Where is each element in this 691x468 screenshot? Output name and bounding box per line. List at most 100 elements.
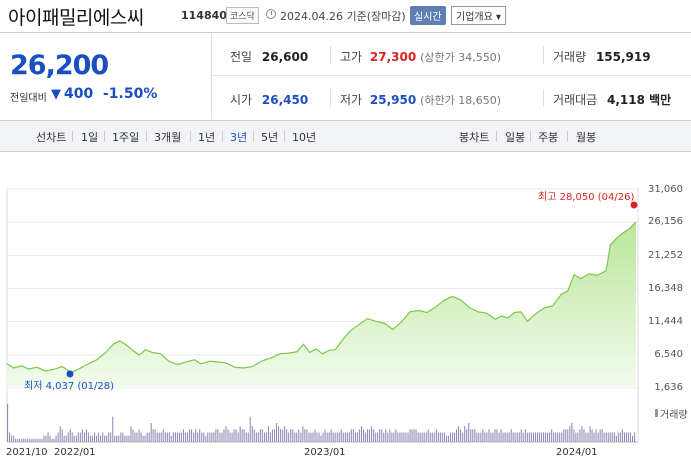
base-date: 2024.04.26 기준(장마감) [280, 10, 406, 23]
volume-bar [237, 432, 239, 442]
volume-bar [217, 429, 219, 442]
volume-bar [609, 432, 611, 442]
volume-bar [19, 438, 21, 442]
current-price: 26,200 [10, 50, 109, 81]
volume-bar [480, 432, 482, 442]
tab-weekly[interactable]: 주봉 [538, 131, 559, 144]
volume-bar [239, 426, 241, 442]
stock-name: 아이패밀리에스씨 [8, 7, 144, 29]
volume-bar [591, 429, 593, 442]
volume-bar [261, 429, 263, 442]
tab-10y[interactable]: 10년 [292, 131, 317, 144]
tab-1d[interactable]: 1일 [81, 131, 99, 144]
volume-bar [371, 426, 373, 442]
tab-5y[interactable]: 5년 [261, 131, 279, 144]
volume-bar [419, 432, 421, 442]
volume-bar [284, 426, 286, 442]
tab-1y[interactable]: 1년 [198, 131, 216, 144]
tab-3y[interactable]: 3년 [230, 131, 248, 144]
volume-bar [41, 438, 43, 442]
volume-bar [352, 429, 354, 442]
down-arrow-icon: ▼ [51, 87, 61, 102]
volume-bar [391, 432, 393, 442]
volume-bar [573, 429, 575, 442]
realtime-button[interactable]: 실시간 [410, 6, 446, 25]
volume-bar [132, 429, 134, 442]
volume-bar [526, 432, 528, 442]
volume-bar [168, 432, 170, 442]
volume-bar [567, 429, 569, 442]
x-tick-label: 2023/01 [304, 447, 346, 458]
volume-bar [193, 432, 195, 442]
divider [0, 32, 691, 33]
volume-bar [126, 435, 128, 442]
volume-bar [334, 432, 336, 442]
change-value: 400 [64, 86, 94, 102]
volume-bar [267, 426, 270, 442]
volume-bar [634, 432, 636, 442]
volume-bar [134, 432, 136, 442]
price-box [0, 33, 212, 119]
volume-bar [405, 432, 407, 442]
tab-1w[interactable]: 1주일 [112, 131, 140, 144]
volume-bar [77, 432, 79, 442]
volume-bar [231, 432, 233, 442]
volume-bar [496, 429, 498, 442]
high-marker [630, 201, 638, 209]
divider [330, 89, 331, 107]
volume-bar [581, 426, 583, 442]
volume-bar [346, 432, 348, 442]
volume-legend: 거래량 [660, 410, 688, 421]
volume-bar [11, 435, 13, 442]
volume-bar [286, 429, 288, 442]
volume-bar [65, 435, 67, 442]
volume-bar [579, 429, 581, 442]
volume-bar [31, 438, 33, 442]
volume-bar [472, 429, 474, 442]
volume-bar [211, 432, 213, 442]
divider [543, 46, 544, 64]
prev-close: 전일 26,600 [230, 48, 308, 65]
volume-bar [154, 429, 156, 442]
volume-bar [160, 432, 162, 442]
volume-bar [611, 432, 613, 442]
y-tick-label: 16,348 [648, 283, 683, 294]
tab-monthly[interactable]: 월봉 [576, 131, 597, 144]
volume-bar [136, 432, 138, 442]
volume-bar [15, 438, 17, 442]
volume-bar [399, 432, 401, 442]
amount-value: 4,118 백만 [607, 93, 672, 107]
volume-bar [344, 432, 346, 442]
volume-bar [433, 432, 435, 442]
tab-daily[interactable]: 일봉 [505, 131, 526, 144]
volume-value: 155,919 [595, 50, 651, 64]
price-line [6, 221, 637, 373]
volume-bar [191, 429, 193, 442]
volume-bar [67, 432, 69, 442]
volume-bar [470, 429, 472, 442]
volume-bar [603, 432, 605, 442]
divider [530, 131, 531, 142]
volume-bar [389, 429, 391, 442]
volume-bar [605, 432, 607, 442]
volume-bar [166, 432, 168, 442]
volume-bar [292, 429, 294, 442]
prev-close-label: 전일 [230, 50, 253, 64]
volume-bar [500, 429, 502, 442]
upper-limit: (상한가 34,550) [420, 51, 501, 64]
tab-3m[interactable]: 3개월 [154, 131, 182, 144]
company-info-button[interactable]: 기업개요 ▾ [451, 6, 506, 25]
volume-bar [221, 432, 223, 442]
volume-bar [243, 429, 245, 442]
volume-bar [142, 435, 144, 442]
volume-bar [549, 432, 551, 442]
low-label: 저가 [340, 93, 363, 107]
volume-bar [338, 432, 340, 442]
y-tick-label: 31,060 [648, 184, 683, 195]
volume-bar [23, 438, 25, 442]
open-label: 시가 [230, 93, 253, 107]
volume-bar [308, 432, 310, 442]
volume-bar [464, 426, 466, 442]
x-tick-label: 2021/10 [6, 447, 48, 458]
volume-bar [456, 429, 458, 442]
